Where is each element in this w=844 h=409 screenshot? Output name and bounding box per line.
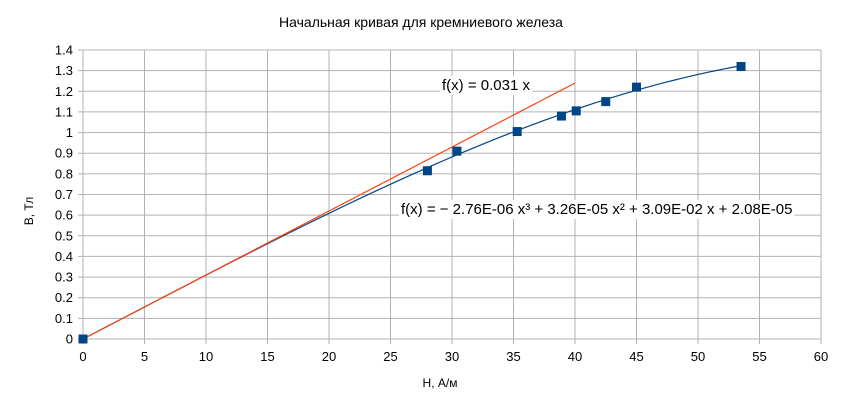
equation-background [399,200,795,219]
data-point [512,127,522,137]
tick-labels: 0 5 10 15 20 25 30 35 40 45 50 55 60 0 0.1 0.2 0.3 0.4 0.5… [55,43,828,365]
x-tick-label: 15 [260,349,274,364]
y-tick-label: 0.8 [55,166,73,181]
trendlines [82,65,742,340]
x-tick-label: 5 [141,349,148,364]
y-tick-label: 0.9 [55,146,73,161]
x-tick-label: 40 [568,349,582,364]
x-tick-label: 50 [691,349,705,364]
y-tick-label: 1.3 [55,63,73,78]
polynomial-trend-equation: f(x) = − 2.76E-06 x³ + 3.26E-05 x² + 3.0… [401,201,792,218]
data-point [422,166,432,176]
data-point [78,334,88,344]
linear-trend-equation: f(x) = 0.031 x [442,77,530,94]
y-tick-label: 0 [66,332,73,347]
x-tick-label: 20 [322,349,336,364]
data-point [736,62,746,72]
y-tick-label: 1.4 [55,43,73,58]
x-axis-title: H, А/м [423,376,458,390]
y-tick-label: 0.4 [55,249,73,264]
y-tick-label: 0.6 [55,208,73,223]
y-tick-label: 0.2 [55,290,73,305]
equation-background [440,76,533,95]
y-axis-title: B, Тл [22,197,36,225]
x-tick-label: 55 [752,349,766,364]
x-tick-label: 35 [506,349,520,364]
y-tick-label: 0.3 [55,270,73,285]
x-tick-label: 0 [79,349,86,364]
data-point [632,82,641,92]
linear-trendline [82,82,576,340]
chart-title: Начальная кривая для кремниевого железа [279,14,563,30]
data-point [571,106,581,116]
data-markers [78,62,746,344]
data-point [601,97,611,107]
data-point [452,146,462,156]
x-tick-label: 10 [199,349,213,364]
y-tick-label: 1.1 [55,104,73,119]
y-tick-label: 0.7 [55,187,73,202]
y-tick-label: 0.1 [55,311,73,326]
x-tick-label: 45 [629,349,643,364]
x-tick-label: 60 [814,349,828,364]
x-tick-label: 30 [445,349,459,364]
y-tick-label: 0.5 [55,228,73,243]
y-tick-label: 1.2 [55,84,73,99]
x-tick-label: 25 [383,349,397,364]
data-point [556,111,566,121]
y-tick-label: 1 [66,125,73,140]
gridlines [78,49,822,344]
